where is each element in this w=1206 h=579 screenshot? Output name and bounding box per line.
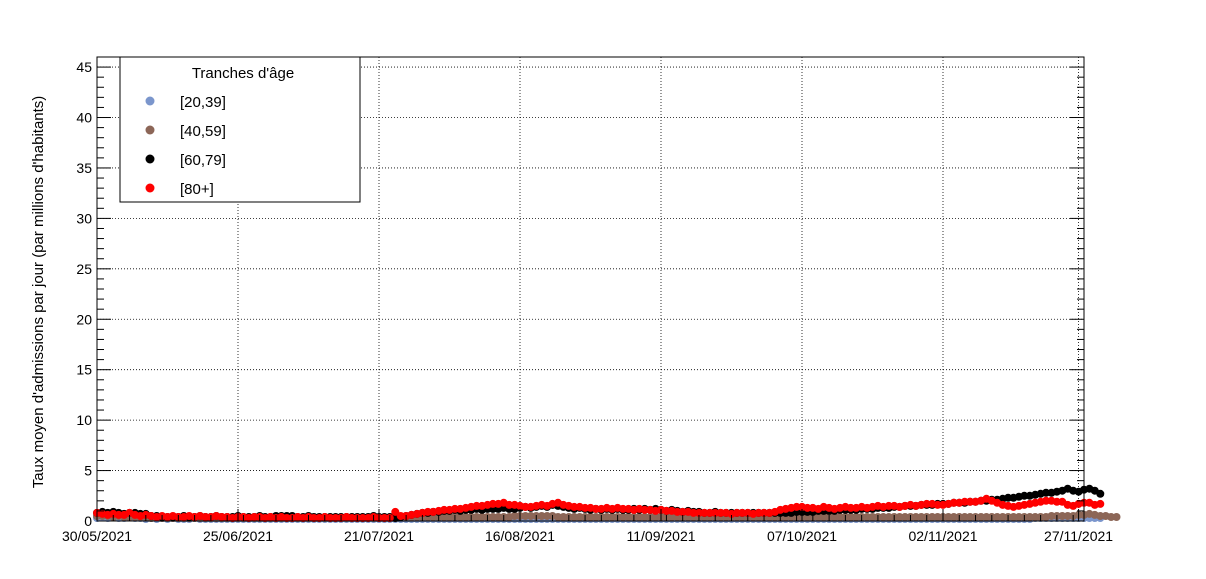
series-layer: [93, 484, 1121, 523]
x-tick-label: 30/05/2021: [62, 528, 132, 544]
x-tick-label: 25/06/2021: [203, 528, 273, 544]
data-point: [619, 504, 627, 513]
data-point: [1020, 491, 1029, 500]
legend-marker: [145, 154, 155, 164]
legend-title: Tranches d'âge: [192, 65, 294, 82]
data-point: [456, 513, 465, 521]
y-tick-label: 10: [76, 412, 92, 428]
legend-box: [119, 56, 361, 203]
plot-frame: [96, 56, 1085, 522]
data-point: [760, 508, 768, 517]
y-tick-label: 20: [76, 311, 92, 327]
y-tick-label: 15: [76, 362, 92, 378]
y-tick-label: 25: [76, 261, 92, 277]
legend: Tranches d'âge [20,39] [40,59] [60,79] [80+…: [119, 56, 361, 203]
legend-marker: [145, 125, 155, 135]
x-tick-label: 21/07/2021: [344, 528, 414, 544]
y-axis-title: Taux moyen d'admissions par jour (par mi…: [30, 96, 47, 489]
data-point: [619, 513, 627, 521]
axes: 0 5 10 15 20 25 30 35 40 45 30/05/2021 25/06/2021 21…: [62, 56, 1113, 544]
data-point: [1096, 489, 1105, 498]
data-point: [879, 513, 888, 521]
data-point: [922, 499, 931, 508]
data-point: [949, 498, 958, 507]
x-tick-label: 16/08/2021: [485, 528, 555, 544]
y-tick-label: 35: [76, 160, 92, 176]
legend-label: [40,59]: [180, 123, 226, 140]
data-point: [640, 513, 649, 521]
x-tick-label: 07/10/2021: [767, 528, 837, 544]
data-point: [667, 513, 676, 521]
x-tick-label: 11/09/2021: [626, 528, 695, 544]
data-point: [901, 513, 909, 521]
legend-marker: [145, 96, 155, 106]
data-point: [949, 513, 958, 521]
data-point: [1096, 499, 1105, 508]
legend-label: [60,79]: [180, 152, 226, 169]
data-point: [478, 513, 486, 521]
data-point: [526, 512, 535, 520]
y-tick-label: 40: [76, 110, 92, 126]
legend-marker: [145, 183, 155, 193]
data-point: [217, 513, 226, 521]
legend-label: [20,39]: [180, 94, 226, 111]
data-point: [1112, 513, 1121, 521]
y-tick-label: 0: [84, 513, 92, 529]
data-point: [358, 514, 367, 522]
y-tick-label: 45: [76, 59, 92, 75]
data-point: [738, 508, 747, 517]
data-point: [852, 513, 861, 521]
data-point: [711, 508, 720, 517]
x-tick-label: 27/11/2021: [1044, 528, 1113, 544]
data-point: [830, 513, 839, 521]
data-point: [1042, 488, 1050, 497]
series-[80+]: [93, 494, 1105, 522]
data-point: [570, 513, 579, 521]
data-point: [1063, 512, 1072, 520]
data-point: [640, 505, 649, 514]
data-point: [1042, 496, 1050, 505]
data-point: [993, 513, 1002, 521]
data-point: [570, 502, 579, 511]
legend-label: [80+]: [180, 181, 214, 198]
x-tick-label: 02/11/2021: [908, 528, 977, 544]
data-point: [689, 508, 698, 517]
y-tick-label: 30: [76, 210, 92, 226]
y-tick-label: 5: [84, 463, 92, 479]
